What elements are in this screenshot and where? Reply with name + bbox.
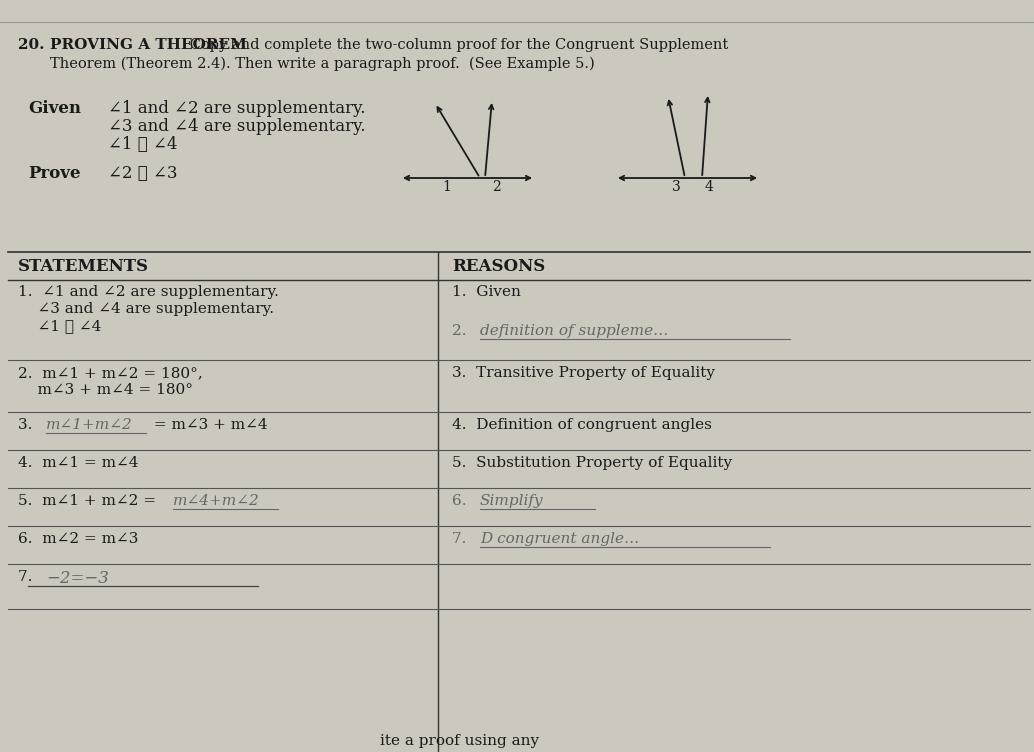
Text: m∠4+m∠2: m∠4+m∠2	[173, 494, 260, 508]
Text: REASONS: REASONS	[452, 258, 545, 275]
Text: ∠2 ≅ ∠3: ∠2 ≅ ∠3	[108, 165, 178, 182]
Text: Given: Given	[28, 100, 81, 117]
Text: Simplify: Simplify	[480, 494, 544, 508]
Text: 7.: 7.	[452, 532, 476, 546]
Text: 4: 4	[705, 180, 713, 194]
Text: m∠3 + m∠4 = 180°: m∠3 + m∠4 = 180°	[18, 383, 193, 397]
Text: 6.: 6.	[452, 494, 477, 508]
Text: definition of suppleme…: definition of suppleme…	[480, 324, 668, 338]
Text: ∠3 and ∠4 are supplementary.: ∠3 and ∠4 are supplementary.	[108, 118, 365, 135]
Text: Prove: Prove	[28, 165, 81, 182]
Text: 1: 1	[442, 180, 451, 194]
Text: ite a proof using any: ite a proof using any	[381, 734, 539, 748]
Text: D congruent angle…: D congruent angle…	[480, 532, 639, 546]
Text: 1.  Given: 1. Given	[452, 285, 521, 299]
Text: 5.  Substitution Property of Equality: 5. Substitution Property of Equality	[452, 456, 732, 470]
Text: PROVING A THEOREM: PROVING A THEOREM	[50, 38, 247, 52]
Text: Copy and complete the two-column proof for the Congruent Supplement: Copy and complete the two-column proof f…	[185, 38, 728, 52]
Text: 3: 3	[672, 180, 680, 194]
Text: 2.  m∠1 + m∠2 = 180°,: 2. m∠1 + m∠2 = 180°,	[18, 366, 203, 380]
Text: 7.: 7.	[18, 570, 42, 584]
Text: 6.  m∠2 = m∠3: 6. m∠2 = m∠3	[18, 532, 139, 546]
Text: 2.: 2.	[452, 324, 477, 338]
Text: −2=−3: −2=−3	[45, 570, 109, 587]
Text: 2: 2	[492, 180, 500, 194]
Text: 3.: 3.	[18, 418, 42, 432]
Text: 3.  Transitive Property of Equality: 3. Transitive Property of Equality	[452, 366, 714, 380]
Text: 5.  m∠1 + m∠2 =: 5. m∠1 + m∠2 =	[18, 494, 161, 508]
Text: ∠1 and ∠2 are supplementary.: ∠1 and ∠2 are supplementary.	[108, 100, 365, 117]
Text: 1.  ∠1 and ∠2 are supplementary.: 1. ∠1 and ∠2 are supplementary.	[18, 285, 279, 299]
Text: = m∠3 + m∠4: = m∠3 + m∠4	[149, 418, 268, 432]
Text: 4.  Definition of congruent angles: 4. Definition of congruent angles	[452, 418, 711, 432]
Text: STATEMENTS: STATEMENTS	[18, 258, 149, 275]
Text: Theorem (Theorem 2.4). Then write a paragraph proof.  (See Example 5.): Theorem (Theorem 2.4). Then write a para…	[50, 57, 595, 71]
Text: ∠1 ≅ ∠4: ∠1 ≅ ∠4	[108, 136, 178, 153]
Text: 4.  m∠1 = m∠4: 4. m∠1 = m∠4	[18, 456, 139, 470]
Text: ∠1 ≅ ∠4: ∠1 ≅ ∠4	[18, 319, 101, 333]
Text: ∠3 and ∠4 are supplementary.: ∠3 and ∠4 are supplementary.	[18, 302, 274, 316]
Text: m∠1+m∠2: m∠1+m∠2	[45, 418, 132, 432]
Text: 20.: 20.	[18, 38, 44, 52]
